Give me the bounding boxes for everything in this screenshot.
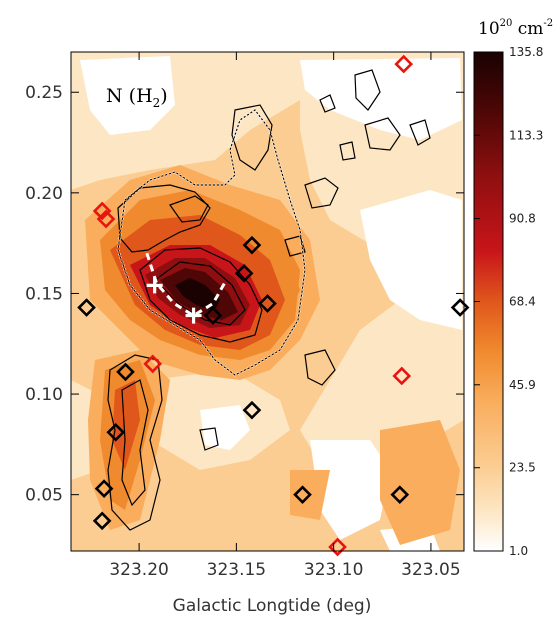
black-diamond-marker (258, 294, 277, 313)
contour-solid (409, 119, 431, 146)
black-diamond-marker (242, 235, 262, 255)
contour-solid (364, 117, 401, 151)
contour-solid (231, 104, 273, 171)
heatmap-region-white (80, 56, 175, 135)
contour-solid (319, 94, 336, 113)
black-diamond-marker (77, 298, 96, 317)
black-diamond-marker (390, 485, 410, 504)
contour-solid (339, 141, 356, 161)
x-tick-label: 323.10 (304, 560, 363, 580)
heatmap-region-medium (380, 420, 460, 545)
peak-cross-marker (146, 277, 163, 294)
colorbar-tick-label: 135.8 (509, 45, 543, 59)
plot-frame (70, 51, 465, 552)
panel-label: N (H2) (106, 85, 168, 110)
heatmap-area (71, 52, 464, 551)
contour-solid (304, 349, 336, 386)
colorbar-tick-label: 68.4 (509, 295, 536, 309)
x-axis-ticks: 323.20 323.15 323.10 323.05 (109, 52, 461, 580)
red-diamond-marker (92, 201, 112, 221)
black-diamond-markers (77, 235, 470, 531)
contour-solid (354, 69, 381, 111)
heatmap-region-core (175, 278, 220, 310)
heatmap-region-light (300, 52, 464, 480)
red-diamond-marker (143, 354, 163, 374)
contour-solid (154, 261, 246, 326)
contour-solid (284, 235, 306, 257)
red-diamond-marker (96, 209, 116, 229)
black-diamond-marker (116, 362, 135, 382)
heatmap-region-white (360, 190, 462, 330)
colorbar: 1.0 23.5 45.9 68.4 90.8 113.3 135.8 1020 cm-2 (473, 18, 553, 558)
colorbar-tick-label: 1.0 (509, 544, 528, 558)
x-tick-label: 323.05 (401, 560, 460, 580)
x-tick-label: 323.20 (109, 560, 168, 580)
y-tick-label: 0.25 (25, 83, 63, 103)
black-diamond-marker (450, 298, 470, 317)
black-diamond-marker (242, 400, 262, 420)
colorbar-tick-label: 113.3 (509, 128, 543, 142)
colorbar-tick-label: 45.9 (509, 378, 536, 392)
black-diamond-marker (94, 479, 114, 498)
y-tick-label: 0.20 (25, 184, 63, 204)
colorbar-ticks: 1.0 23.5 45.9 68.4 90.8 113.3 135.8 (474, 45, 543, 558)
contour-solid (117, 184, 211, 253)
heatmap-region-white (310, 440, 390, 540)
x-tick-label: 323.15 (207, 560, 266, 580)
dotted-contour (116, 108, 307, 377)
y-axis-ticks: 0.05 0.10 0.15 0.20 0.25 (25, 83, 464, 506)
peak-cross-markers (146, 277, 202, 324)
black-diamond-marker (92, 511, 112, 531)
contour-dotted-black (117, 109, 306, 376)
red-diamond-marker (392, 366, 412, 386)
red-diamond-marker (394, 54, 414, 74)
contour-solid (169, 195, 209, 223)
y-tick-label: 0.10 (25, 385, 63, 405)
red-diamond-marker (328, 537, 347, 557)
peak-cross-marker (185, 307, 202, 324)
colorbar-unit: 1020 cm-2 (478, 18, 553, 39)
colorbar-tick-label: 23.5 (509, 461, 536, 475)
black-diamond-marker (203, 306, 223, 325)
black-diamond-marker (234, 263, 254, 283)
heatmap-region-white (200, 405, 250, 450)
contour-solid (199, 427, 219, 451)
red-diamond-markers (92, 54, 414, 557)
heatmap-region-white (300, 58, 462, 140)
contour-solid (121, 379, 149, 507)
black-diamond-marker (293, 485, 312, 504)
contour-solid (139, 247, 263, 343)
contour-solid (304, 177, 339, 209)
y-tick-label: 0.05 (25, 486, 63, 506)
x-axis-title: Galactic Longtide (deg) (173, 596, 372, 616)
colorbar-tick-label: 90.8 (509, 212, 536, 226)
heatmap-region-redorange (112, 380, 140, 470)
y-tick-label: 0.15 (25, 284, 63, 304)
black-diamond-marker (106, 422, 126, 442)
